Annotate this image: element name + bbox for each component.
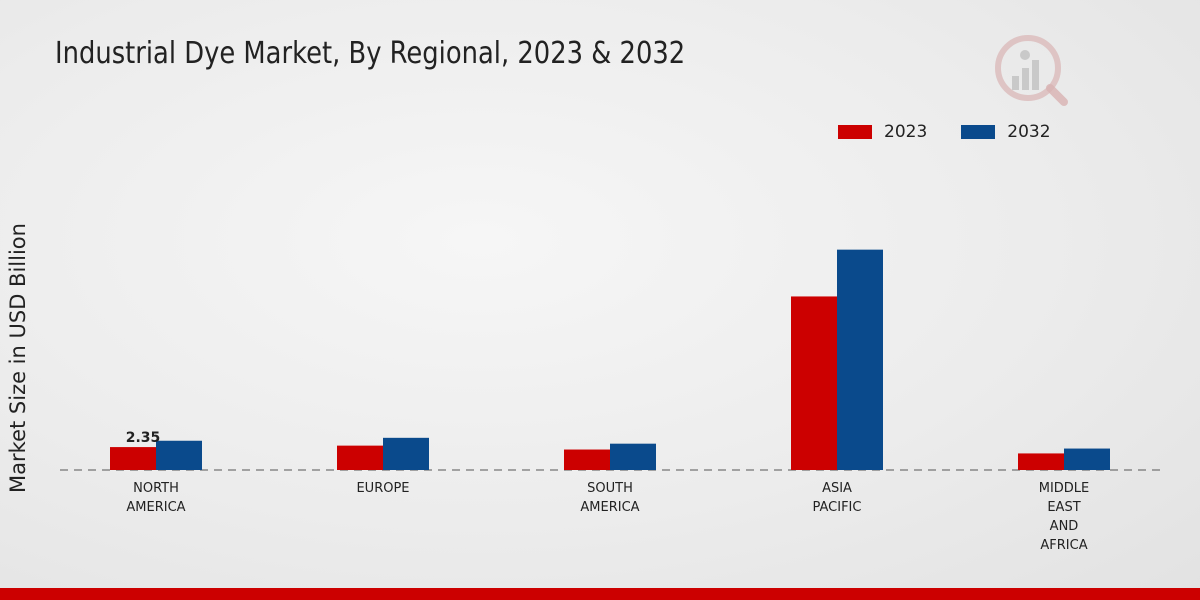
legend-label-2032: 2032: [1007, 122, 1051, 142]
bar-2032-2: [610, 443, 656, 470]
bar-2032-3: [837, 249, 883, 470]
analytics-logo-icon: [995, 35, 1068, 106]
x-tick-label-0: NORTH AMERICA: [126, 481, 185, 515]
bar-2023-1: [337, 445, 383, 470]
bar-2023-4: [1018, 453, 1064, 470]
bar-2032-1: [383, 437, 429, 470]
data-label-0: 2.35: [126, 430, 161, 446]
bar-2023-3: [791, 296, 837, 470]
legend-item-2023: 2023: [838, 122, 927, 142]
bar-2023-0: [110, 447, 156, 470]
x-tick-label-3: ASIA PACIFIC: [813, 481, 862, 515]
bar-2032-0: [156, 440, 202, 470]
bar-2032-4: [1064, 448, 1110, 470]
x-tick-label-4: MIDDLE EAST AND AFRICA: [1039, 481, 1090, 553]
x-tick-label-2: SOUTH AMERICA: [580, 481, 639, 515]
legend-swatch-2032: [961, 125, 996, 139]
legend-swatch-2023: [838, 125, 872, 139]
footer-bar: [0, 588, 1200, 600]
chart-title: Industrial Dye Market, By Regional, 2023…: [55, 36, 686, 71]
legend: 2023 2032: [838, 122, 1051, 142]
legend-item-2032: 2032: [961, 122, 1051, 142]
x-tick-label-1: EUROPE: [356, 481, 409, 496]
legend-label-2023: 2023: [884, 122, 928, 142]
bar-2023-2: [564, 449, 610, 470]
